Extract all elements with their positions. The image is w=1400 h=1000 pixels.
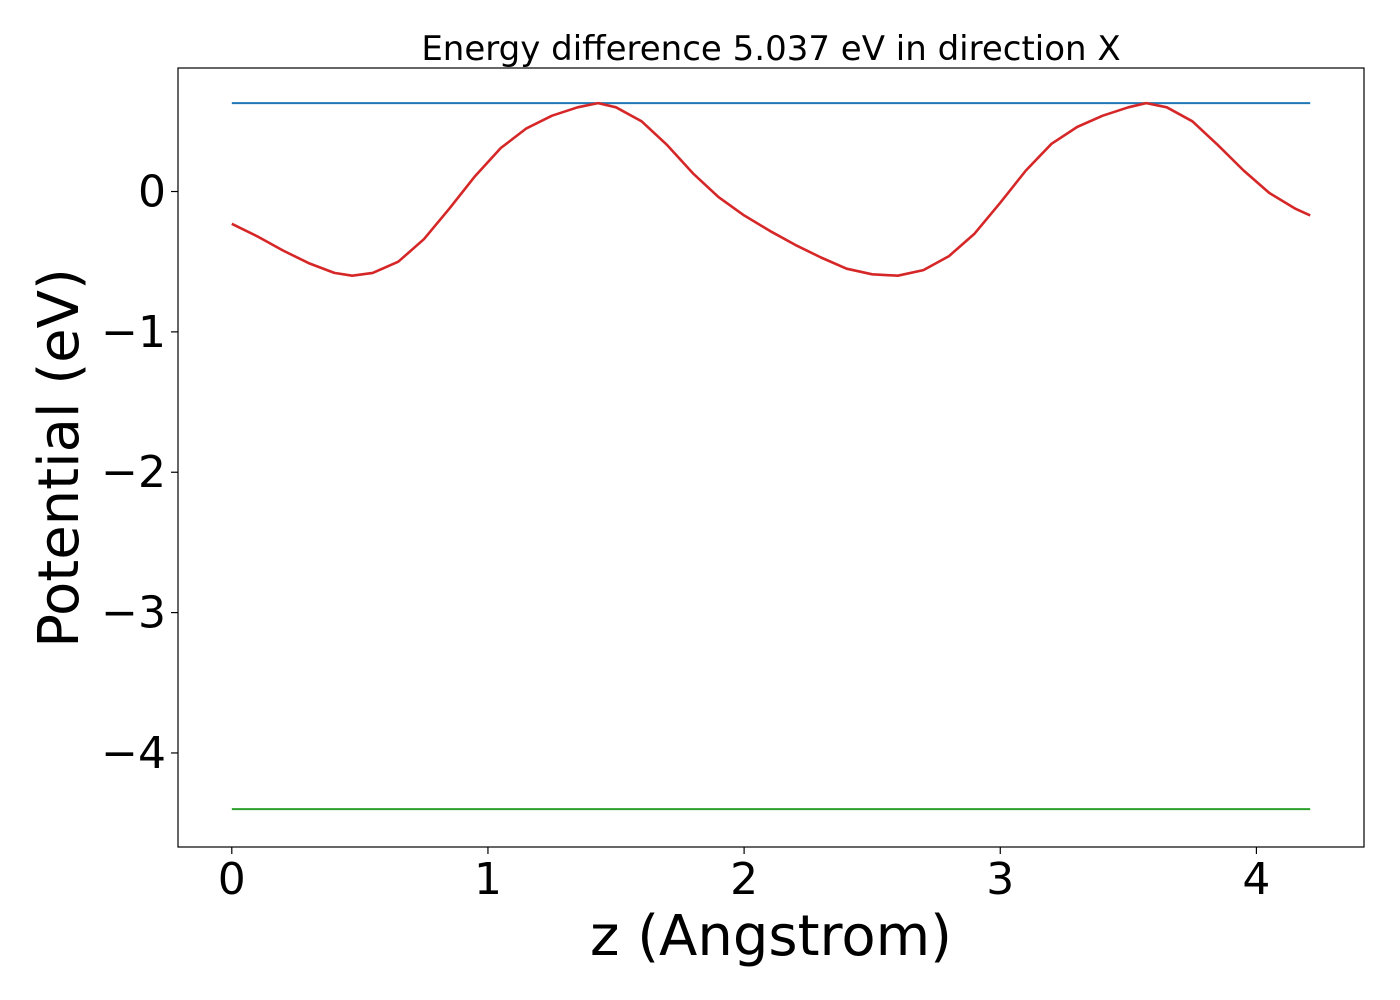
x-tick-label: 1 — [474, 854, 502, 905]
y-tick-label: −4 — [101, 728, 166, 779]
y-tick-label: −3 — [101, 588, 166, 639]
plot-frame — [177, 67, 1365, 848]
y-axis-ticks: 0 −1 −2 −3 −4 — [101, 167, 178, 779]
y-tick-label: −1 — [101, 307, 166, 358]
y-tick-label: 0 — [138, 167, 166, 218]
y-axis-label: Potential (eV) — [27, 268, 92, 648]
x-tick-label: 4 — [1242, 854, 1270, 905]
y-tick-label: −2 — [101, 447, 166, 498]
x-axis-label: z (Angstrom) — [590, 904, 952, 969]
x-axis-ticks: 0 1 2 3 4 — [218, 847, 1270, 905]
x-tick-label: 3 — [986, 854, 1014, 905]
x-tick-label: 0 — [218, 854, 246, 905]
series-layer — [231, 101, 1311, 811]
x-tick-label: 2 — [730, 854, 758, 905]
series-line-3 — [231, 101, 1311, 278]
chart-title: Energy difference 5.037 eV in direction … — [421, 29, 1120, 69]
